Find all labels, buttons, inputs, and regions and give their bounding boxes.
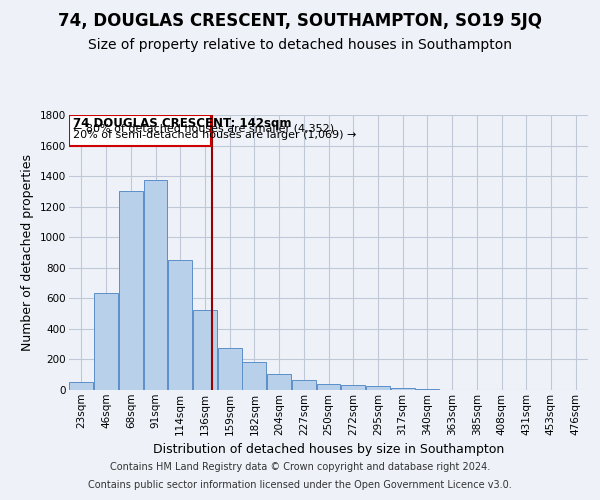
X-axis label: Distribution of detached houses by size in Southampton: Distribution of detached houses by size … — [153, 443, 504, 456]
Bar — [292, 380, 316, 390]
Bar — [242, 362, 266, 390]
Text: Contains HM Land Registry data © Crown copyright and database right 2024.: Contains HM Land Registry data © Crown c… — [110, 462, 490, 472]
Bar — [143, 180, 167, 390]
Bar — [70, 115, 211, 146]
Bar — [119, 192, 143, 390]
Bar — [366, 386, 390, 390]
Text: Size of property relative to detached houses in Southampton: Size of property relative to detached ho… — [88, 38, 512, 52]
Bar — [267, 374, 291, 390]
Text: 20% of semi-detached houses are larger (1,069) →: 20% of semi-detached houses are larger (… — [73, 130, 356, 140]
Text: 74 DOUGLAS CRESCENT: 142sqm: 74 DOUGLAS CRESCENT: 142sqm — [73, 116, 292, 130]
Bar — [193, 310, 217, 390]
Bar — [341, 384, 365, 390]
Bar — [94, 293, 118, 390]
Bar — [70, 382, 94, 390]
Y-axis label: Number of detached properties: Number of detached properties — [22, 154, 34, 351]
Bar — [168, 260, 192, 390]
Bar — [415, 389, 439, 390]
Text: Contains public sector information licensed under the Open Government Licence v3: Contains public sector information licen… — [88, 480, 512, 490]
Bar — [317, 384, 340, 390]
Bar — [391, 388, 415, 390]
Bar — [218, 348, 242, 390]
Text: 74, DOUGLAS CRESCENT, SOUTHAMPTON, SO19 5JQ: 74, DOUGLAS CRESCENT, SOUTHAMPTON, SO19 … — [58, 12, 542, 30]
Text: ← 80% of detached houses are smaller (4,352): ← 80% of detached houses are smaller (4,… — [73, 124, 334, 134]
